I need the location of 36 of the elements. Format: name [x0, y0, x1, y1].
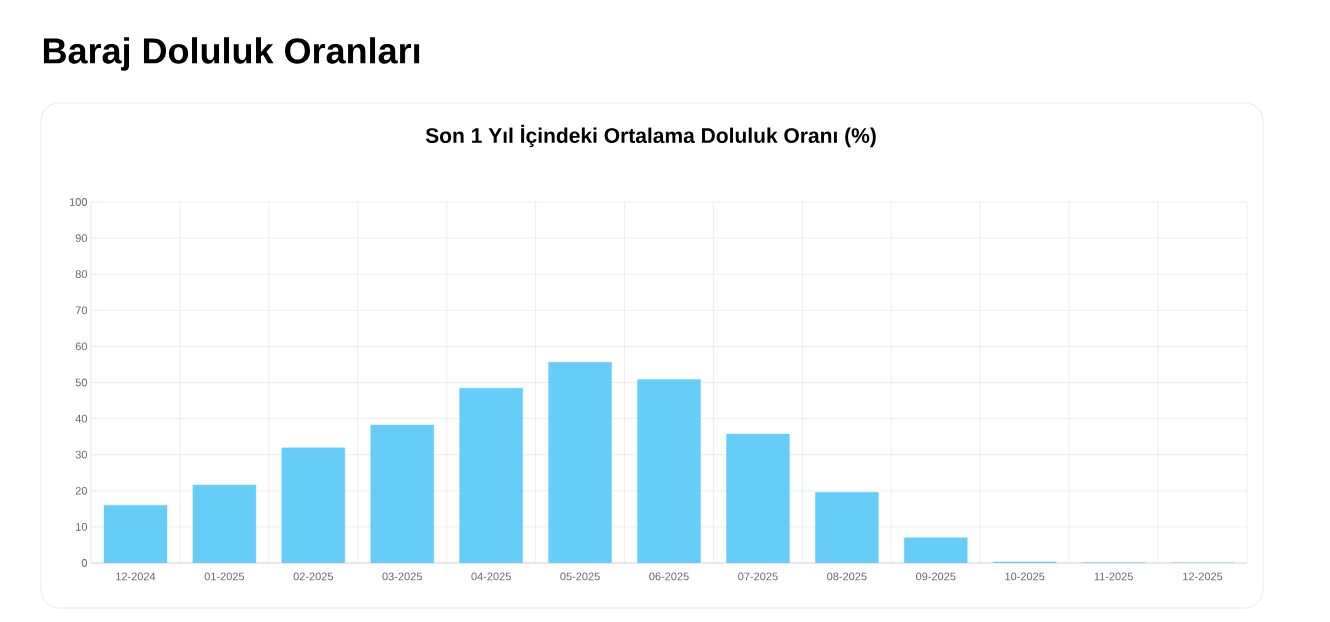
bar: [904, 537, 968, 563]
y-tick-label: 70: [75, 306, 88, 315]
x-tick-label: 01-2025: [204, 572, 245, 581]
x-tick-label: 12-2025: [1183, 572, 1223, 581]
bar: [192, 484, 257, 563]
bar: [815, 492, 879, 563]
y-tick-label: 100: [69, 198, 88, 206]
bar: [637, 379, 701, 563]
x-tick-label: 06-2025: [649, 572, 689, 581]
y-tick-label: 0: [81, 559, 88, 567]
x-tick-label: 03-2025: [382, 572, 422, 581]
x-tick-label: 04-2025: [471, 572, 511, 581]
bar: [281, 447, 346, 563]
x-tick-label: 12-2024: [116, 572, 156, 581]
y-tick-label: 30: [75, 450, 88, 459]
y-tick-label: 10: [76, 523, 88, 531]
y-tick-label: 50: [75, 378, 88, 387]
y-tick-label: 80: [75, 270, 88, 279]
chart-subtitle: Son 1 Yıl İçindeki Ortalama Doluluk Oranı (%): [425, 124, 876, 148]
bar: [548, 362, 612, 563]
y-tick-label: 60: [75, 342, 88, 351]
x-tick-label: 07-2025: [738, 572, 778, 581]
x-tick-label: 10-2025: [1005, 572, 1045, 581]
y-tick-label: 20: [75, 486, 88, 495]
x-tick-label: 02-2025: [293, 572, 334, 581]
bar: [103, 505, 168, 563]
x-tick-label: 11-2025: [1094, 572, 1133, 581]
chart-title: Baraj Doluluk Oranları: [43, 37, 420, 71]
bar: [726, 433, 790, 563]
bar: [459, 388, 523, 563]
bar: [370, 424, 434, 563]
y-tick-label: 90: [75, 234, 88, 242]
x-tick-label: 05-2025: [560, 572, 600, 581]
y-tick-label: 40: [75, 414, 88, 423]
x-tick-label: 08-2025: [827, 572, 867, 581]
x-tick-label: 09-2025: [916, 572, 956, 581]
